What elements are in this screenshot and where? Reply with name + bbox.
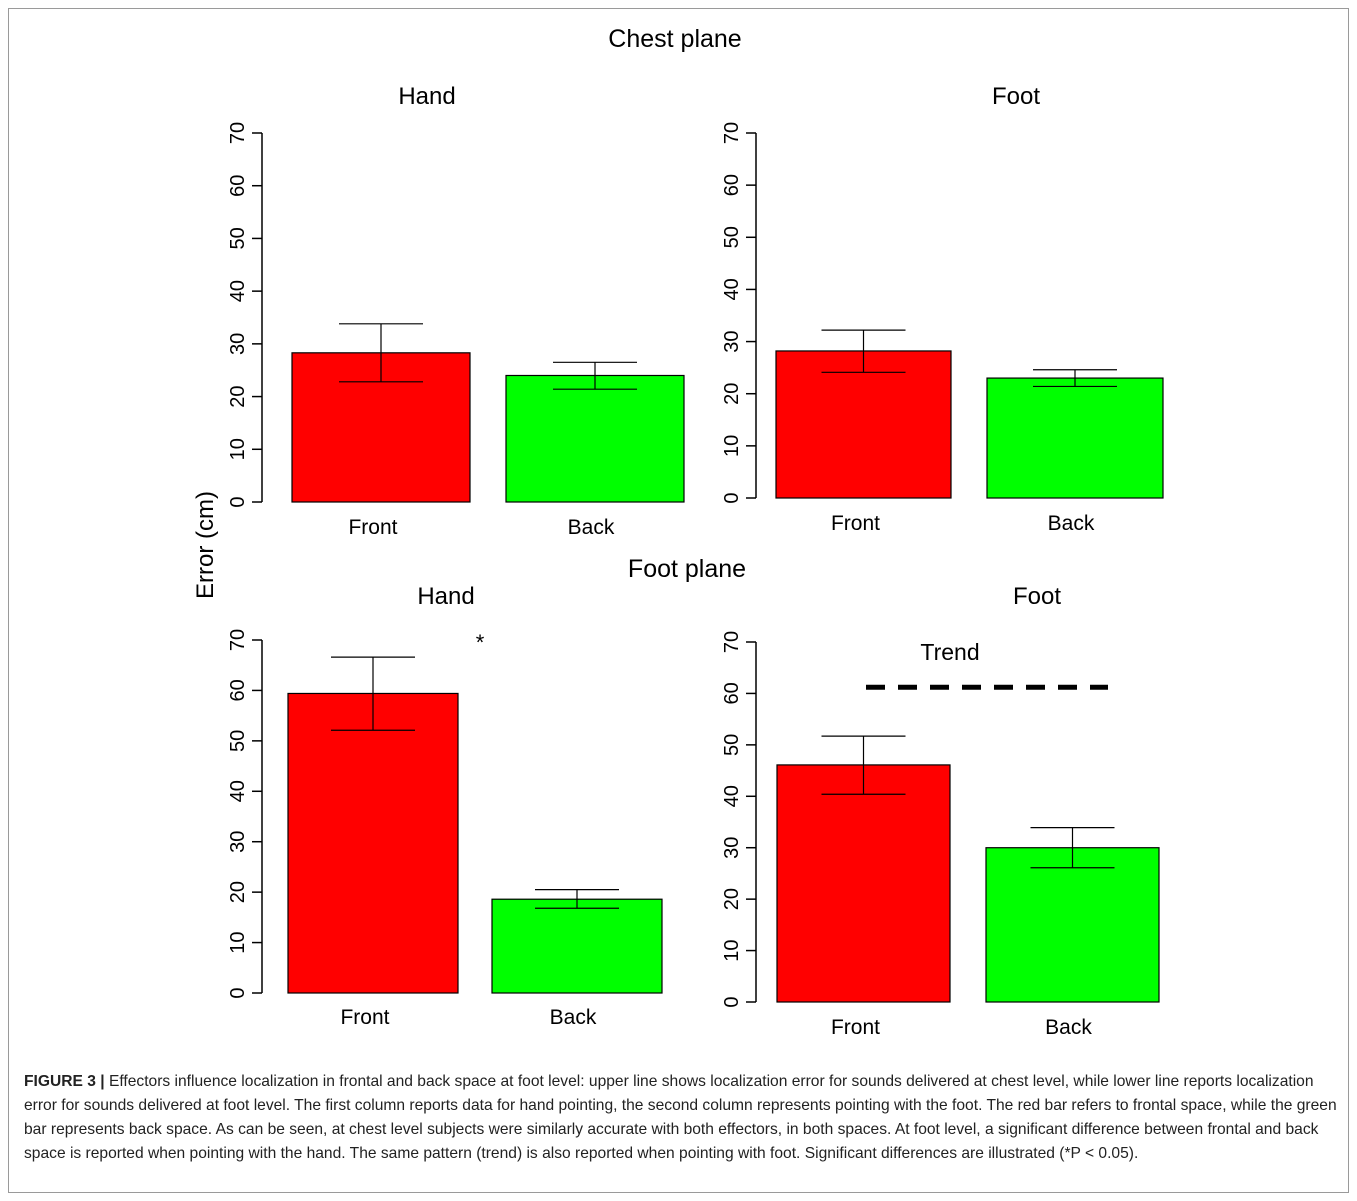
foot-plane-title: Foot plane: [628, 555, 746, 583]
category-label: Back: [1045, 1016, 1092, 1039]
y-tick-label: 10: [721, 939, 743, 961]
y-tick-label: 50: [227, 227, 249, 249]
y-tick-label: 0: [721, 996, 743, 1007]
category-label: Front: [348, 516, 397, 539]
y-tick-label: 50: [227, 730, 249, 752]
y-tick-label: 10: [227, 931, 249, 953]
bar-front: [775, 350, 952, 499]
y-tick-label: 60: [227, 175, 249, 197]
bar-back: [505, 374, 685, 503]
figure-chart: Chest plane Foot plane Error (cm) Hand 0 1…: [192, 25, 1164, 1039]
y-tick-label: 40: [227, 780, 249, 802]
y-tick-label: 20: [227, 385, 249, 407]
category-label: Front: [831, 512, 880, 535]
caption-label: FIGURE 3 |: [24, 1073, 105, 1090]
category-label: Back: [568, 516, 615, 539]
panel-4: Foot 0 10 20 30 40 50 60 70 Front Back Trend: [721, 583, 1160, 1039]
y-tick-label: 20: [721, 383, 743, 405]
bar-front: [776, 764, 951, 1003]
y-tick-label: 0: [721, 492, 743, 503]
y-tick-label: 30: [721, 330, 743, 352]
significance-star: *: [476, 630, 485, 655]
y-tick-label: 10: [227, 438, 249, 460]
y-tick-label: 0: [227, 496, 249, 507]
category-label: Front: [831, 1016, 880, 1039]
y-tick-label: 10: [721, 435, 743, 457]
y-tick-label: 50: [721, 734, 743, 756]
figure-caption: FIGURE 3 | Effectors influence localizat…: [24, 1070, 1340, 1166]
y-tick-label: 60: [721, 174, 743, 196]
panel-3: Hand 0 10 20 30 40 50 60 70 Front Back *: [227, 583, 663, 1029]
y-tick-label: 70: [227, 629, 249, 651]
figure-frame: [8, 8, 1349, 1193]
caption-text: Effectors influence localization in fron…: [24, 1073, 1337, 1162]
y-tick-label: 60: [227, 679, 249, 701]
panel-title: Foot: [992, 83, 1040, 110]
category-label: Back: [550, 1006, 597, 1029]
category-label: Back: [1048, 512, 1095, 535]
y-axis-label: Error (cm): [192, 491, 219, 599]
y-tick-label: 30: [227, 333, 249, 355]
bar-back: [491, 898, 663, 994]
panel-title: Hand: [417, 583, 474, 610]
y-tick-label: 30: [227, 831, 249, 853]
trend-label: Trend: [920, 639, 979, 665]
y-tick-label: 70: [721, 631, 743, 653]
y-tick-label: 70: [721, 122, 743, 144]
panel-title: Foot: [1013, 583, 1061, 610]
bar-front: [287, 692, 459, 994]
y-tick-label: 0: [227, 987, 249, 998]
panels-group: Hand 0 10 20 30 40 50 60 70 Front Back Foot 0 10 20 30 4…: [227, 83, 1164, 1039]
bar-back: [986, 377, 1164, 499]
chest-plane-title: Chest plane: [608, 25, 741, 53]
y-tick-label: 40: [721, 785, 743, 807]
y-tick-label: 50: [721, 226, 743, 248]
y-tick-label: 20: [721, 888, 743, 910]
category-label: Front: [340, 1006, 389, 1029]
panel-title: Hand: [398, 83, 455, 110]
bar-back: [985, 847, 1160, 1003]
y-tick-label: 40: [721, 278, 743, 300]
panel-1: Hand 0 10 20 30 40 50 60 70 Front Back: [227, 83, 685, 539]
y-tick-label: 60: [721, 682, 743, 704]
y-tick-label: 40: [227, 280, 249, 302]
y-tick-label: 20: [227, 881, 249, 903]
y-tick-label: 70: [227, 122, 249, 144]
y-tick-label: 30: [721, 837, 743, 859]
panel-2: Foot 0 10 20 30 40 50 60 70 Front Back: [721, 83, 1164, 535]
